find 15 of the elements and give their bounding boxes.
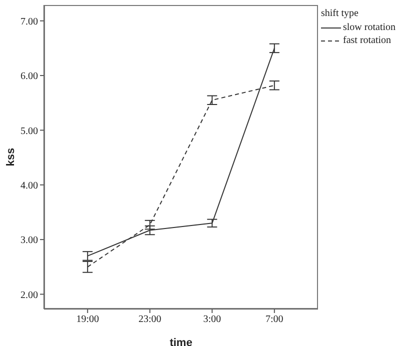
x-tick-label: 23:00 xyxy=(138,314,162,326)
y-tick-label: 4.00 xyxy=(20,180,38,192)
y-axis-title: kss xyxy=(4,148,17,166)
y-tick-label: 3.00 xyxy=(20,235,38,246)
legend-label: slow rotation xyxy=(343,22,396,33)
x-axis-title: time xyxy=(170,337,192,346)
x-tick-label: 3:00 xyxy=(203,314,222,326)
y-tick-label: 6.00 xyxy=(20,71,38,82)
y-tick-label: 7.00 xyxy=(20,16,38,28)
x-tick-label: 19:00 xyxy=(76,314,99,326)
legend-label: fast rotation xyxy=(343,35,392,46)
y-tick-label: 2.00 xyxy=(20,290,38,301)
y-tick-label: 5.00 xyxy=(20,126,38,137)
legend-title: shift type xyxy=(321,8,360,19)
x-tick-label: 7:00 xyxy=(266,314,284,326)
